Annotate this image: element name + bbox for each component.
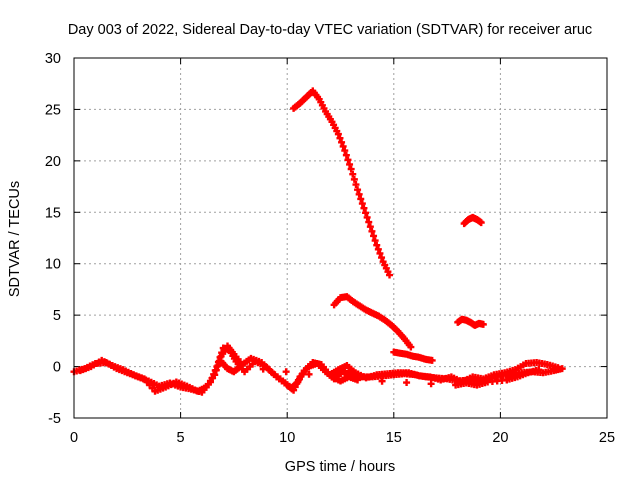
data-point: [378, 377, 386, 385]
data-point: [214, 362, 222, 370]
data-point: [342, 151, 350, 159]
series-baseline-b: [76, 342, 562, 395]
data-point: [371, 237, 379, 245]
series-arc-mid: [330, 293, 415, 351]
data-point: [373, 241, 381, 249]
y-axis-label: SDTVAR / TECUs: [7, 181, 23, 297]
x-tick-label: 0: [70, 430, 78, 446]
plot-frame: [73, 57, 608, 419]
data-point: [236, 363, 244, 371]
data-point: [334, 130, 342, 138]
y-tick-label: 0: [53, 360, 61, 376]
series-arc-right-top: [460, 213, 485, 228]
data-point: [350, 175, 358, 183]
data-point: [407, 343, 415, 351]
data-point: [374, 245, 382, 253]
x-tick-label: 10: [279, 430, 295, 446]
chart-title: Day 003 of 2022, Sidereal Day-to-day VTE…: [68, 22, 592, 38]
y-tick-label: -5: [48, 411, 61, 427]
data-point: [357, 195, 365, 203]
x-axis-label: GPS time / hours: [285, 459, 395, 475]
data-point: [358, 200, 366, 208]
y-tick-label: 10: [45, 257, 61, 273]
y-tick-label: 5: [53, 308, 61, 324]
data-point: [347, 165, 355, 173]
y-tick-label: 30: [45, 51, 61, 67]
data-point: [341, 147, 349, 155]
series-arc-high: [290, 87, 394, 279]
data-series: [70, 87, 566, 396]
data-point: [477, 219, 485, 227]
data-point: [305, 370, 313, 378]
x-tick-label: 15: [386, 430, 402, 446]
data-point: [403, 379, 411, 387]
data-point: [360, 204, 368, 212]
data-point: [535, 366, 543, 374]
data-point: [378, 254, 386, 262]
data-point: [349, 170, 357, 178]
series-baseline-c: [217, 357, 543, 389]
y-tick-label: 15: [45, 205, 61, 221]
data-point: [339, 142, 347, 150]
series-arc-low: [390, 348, 436, 364]
data-point: [366, 223, 374, 231]
y-tick-label: 25: [45, 102, 61, 118]
data-point: [428, 356, 436, 364]
data-point: [259, 365, 267, 373]
data-point: [362, 209, 370, 217]
data-point: [370, 232, 378, 240]
y-tick-label: 20: [45, 154, 61, 170]
data-point: [212, 366, 220, 374]
data-point: [354, 376, 362, 384]
data-point: [352, 181, 360, 189]
x-tick-label: 20: [492, 430, 508, 446]
data-point: [363, 213, 371, 221]
data-point: [336, 134, 344, 142]
data-point: [344, 156, 352, 164]
data-point: [338, 138, 346, 146]
axis-ticks: 0 5 10 15 20 25 -5 0 5 10 15 20 25 30: [45, 51, 615, 446]
data-point: [554, 364, 562, 372]
data-point: [354, 186, 362, 194]
series-arc-right-mid: [454, 315, 487, 329]
x-tick-label: 5: [177, 430, 185, 446]
data-point: [346, 160, 354, 168]
data-point: [211, 371, 219, 379]
data-point: [386, 271, 394, 279]
data-point: [427, 380, 435, 388]
data-point: [479, 320, 487, 328]
series-baseline-a: [70, 344, 566, 396]
x-tick-label: 25: [599, 430, 615, 446]
data-point: [368, 227, 376, 235]
data-point: [365, 218, 373, 226]
data-point: [355, 190, 363, 198]
data-point: [376, 249, 384, 257]
data-point: [282, 368, 290, 376]
